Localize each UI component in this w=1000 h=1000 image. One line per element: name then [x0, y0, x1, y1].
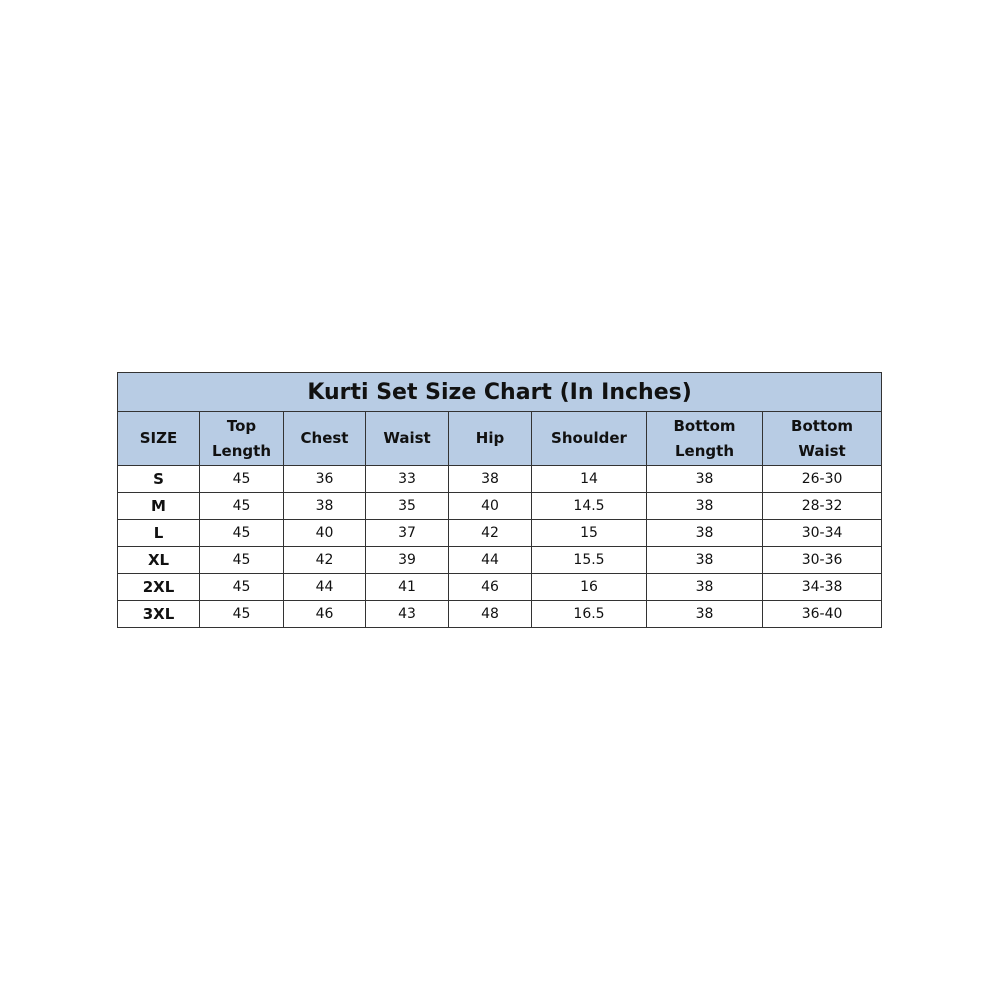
size-cell: L — [117, 519, 200, 547]
value-cell: 41 — [365, 573, 449, 601]
table-row: S 45 36 33 38 14 38 26-30 — [117, 465, 883, 493]
table-row: 2XL 45 44 41 46 16 38 34-38 — [117, 573, 883, 601]
value-cell: 33 — [365, 465, 449, 493]
value-cell: 44 — [448, 546, 532, 574]
value-cell: 38 — [448, 465, 532, 493]
value-cell: 14.5 — [531, 492, 647, 520]
value-cell: 45 — [199, 546, 284, 574]
value-cell: 46 — [283, 600, 366, 628]
value-cell: 42 — [448, 519, 532, 547]
value-cell: 38 — [283, 492, 366, 520]
value-cell: 34-38 — [761, 573, 883, 601]
table-row: 3XL 45 46 43 48 16.5 38 36-40 — [117, 600, 883, 628]
size-cell: M — [117, 492, 200, 520]
value-cell: 38 — [646, 600, 763, 628]
value-cell: 35 — [365, 492, 449, 520]
value-cell: 38 — [646, 465, 763, 493]
value-cell: 42 — [283, 546, 366, 574]
column-header: Bottom Waist — [761, 411, 883, 466]
value-cell: 36 — [283, 465, 366, 493]
value-cell: 16 — [531, 573, 647, 601]
value-cell: 45 — [199, 600, 284, 628]
size-cell: XL — [117, 546, 200, 574]
value-cell: 39 — [365, 546, 449, 574]
value-cell: 46 — [448, 573, 532, 601]
value-cell: 40 — [283, 519, 366, 547]
value-cell: 44 — [283, 573, 366, 601]
value-cell: 38 — [646, 492, 763, 520]
value-cell: 38 — [646, 546, 763, 574]
table-row: M 45 38 35 40 14.5 38 28-32 — [117, 492, 883, 520]
column-header: SIZE — [117, 411, 200, 466]
value-cell: 38 — [646, 519, 763, 547]
value-cell: 45 — [199, 519, 284, 547]
header-row: SIZE Top Length Chest Waist Hip Shoulder Botto… — [117, 411, 883, 466]
size-cell: 2XL — [117, 573, 200, 601]
size-cell: S — [117, 465, 200, 493]
table-title: Kurti Set Size Chart (In Inches) — [116, 372, 883, 412]
value-cell: 48 — [448, 600, 532, 628]
value-cell: 15.5 — [531, 546, 647, 574]
value-cell: 43 — [365, 600, 449, 628]
value-cell: 26-30 — [761, 465, 883, 493]
value-cell: 45 — [199, 573, 284, 601]
value-cell: 15 — [531, 519, 647, 547]
value-cell: 16.5 — [531, 600, 647, 628]
value-cell: 45 — [199, 492, 284, 520]
column-header: Top Length — [199, 411, 284, 466]
size-chart-table: Kurti Set Size Chart (In Inches) SIZE Top… — [116, 372, 883, 628]
table-row: L 45 40 37 42 15 38 30-34 — [117, 519, 883, 547]
size-cell: 3XL — [117, 600, 200, 628]
column-header: Bottom Length — [646, 411, 763, 466]
table-row: XL 45 42 39 44 15.5 38 30-36 — [117, 546, 883, 574]
value-cell: 14 — [531, 465, 647, 493]
column-header: Chest — [283, 411, 366, 466]
value-cell: 30-34 — [761, 519, 883, 547]
value-cell: 45 — [199, 465, 284, 493]
value-cell: 40 — [448, 492, 532, 520]
value-cell: 38 — [646, 573, 763, 601]
value-cell: 37 — [365, 519, 449, 547]
value-cell: 36-40 — [761, 600, 883, 628]
value-cell: 30-36 — [761, 546, 883, 574]
column-header: Hip — [448, 411, 532, 466]
column-header: Shoulder — [531, 411, 647, 466]
column-header: Waist — [365, 411, 449, 466]
value-cell: 28-32 — [761, 492, 883, 520]
